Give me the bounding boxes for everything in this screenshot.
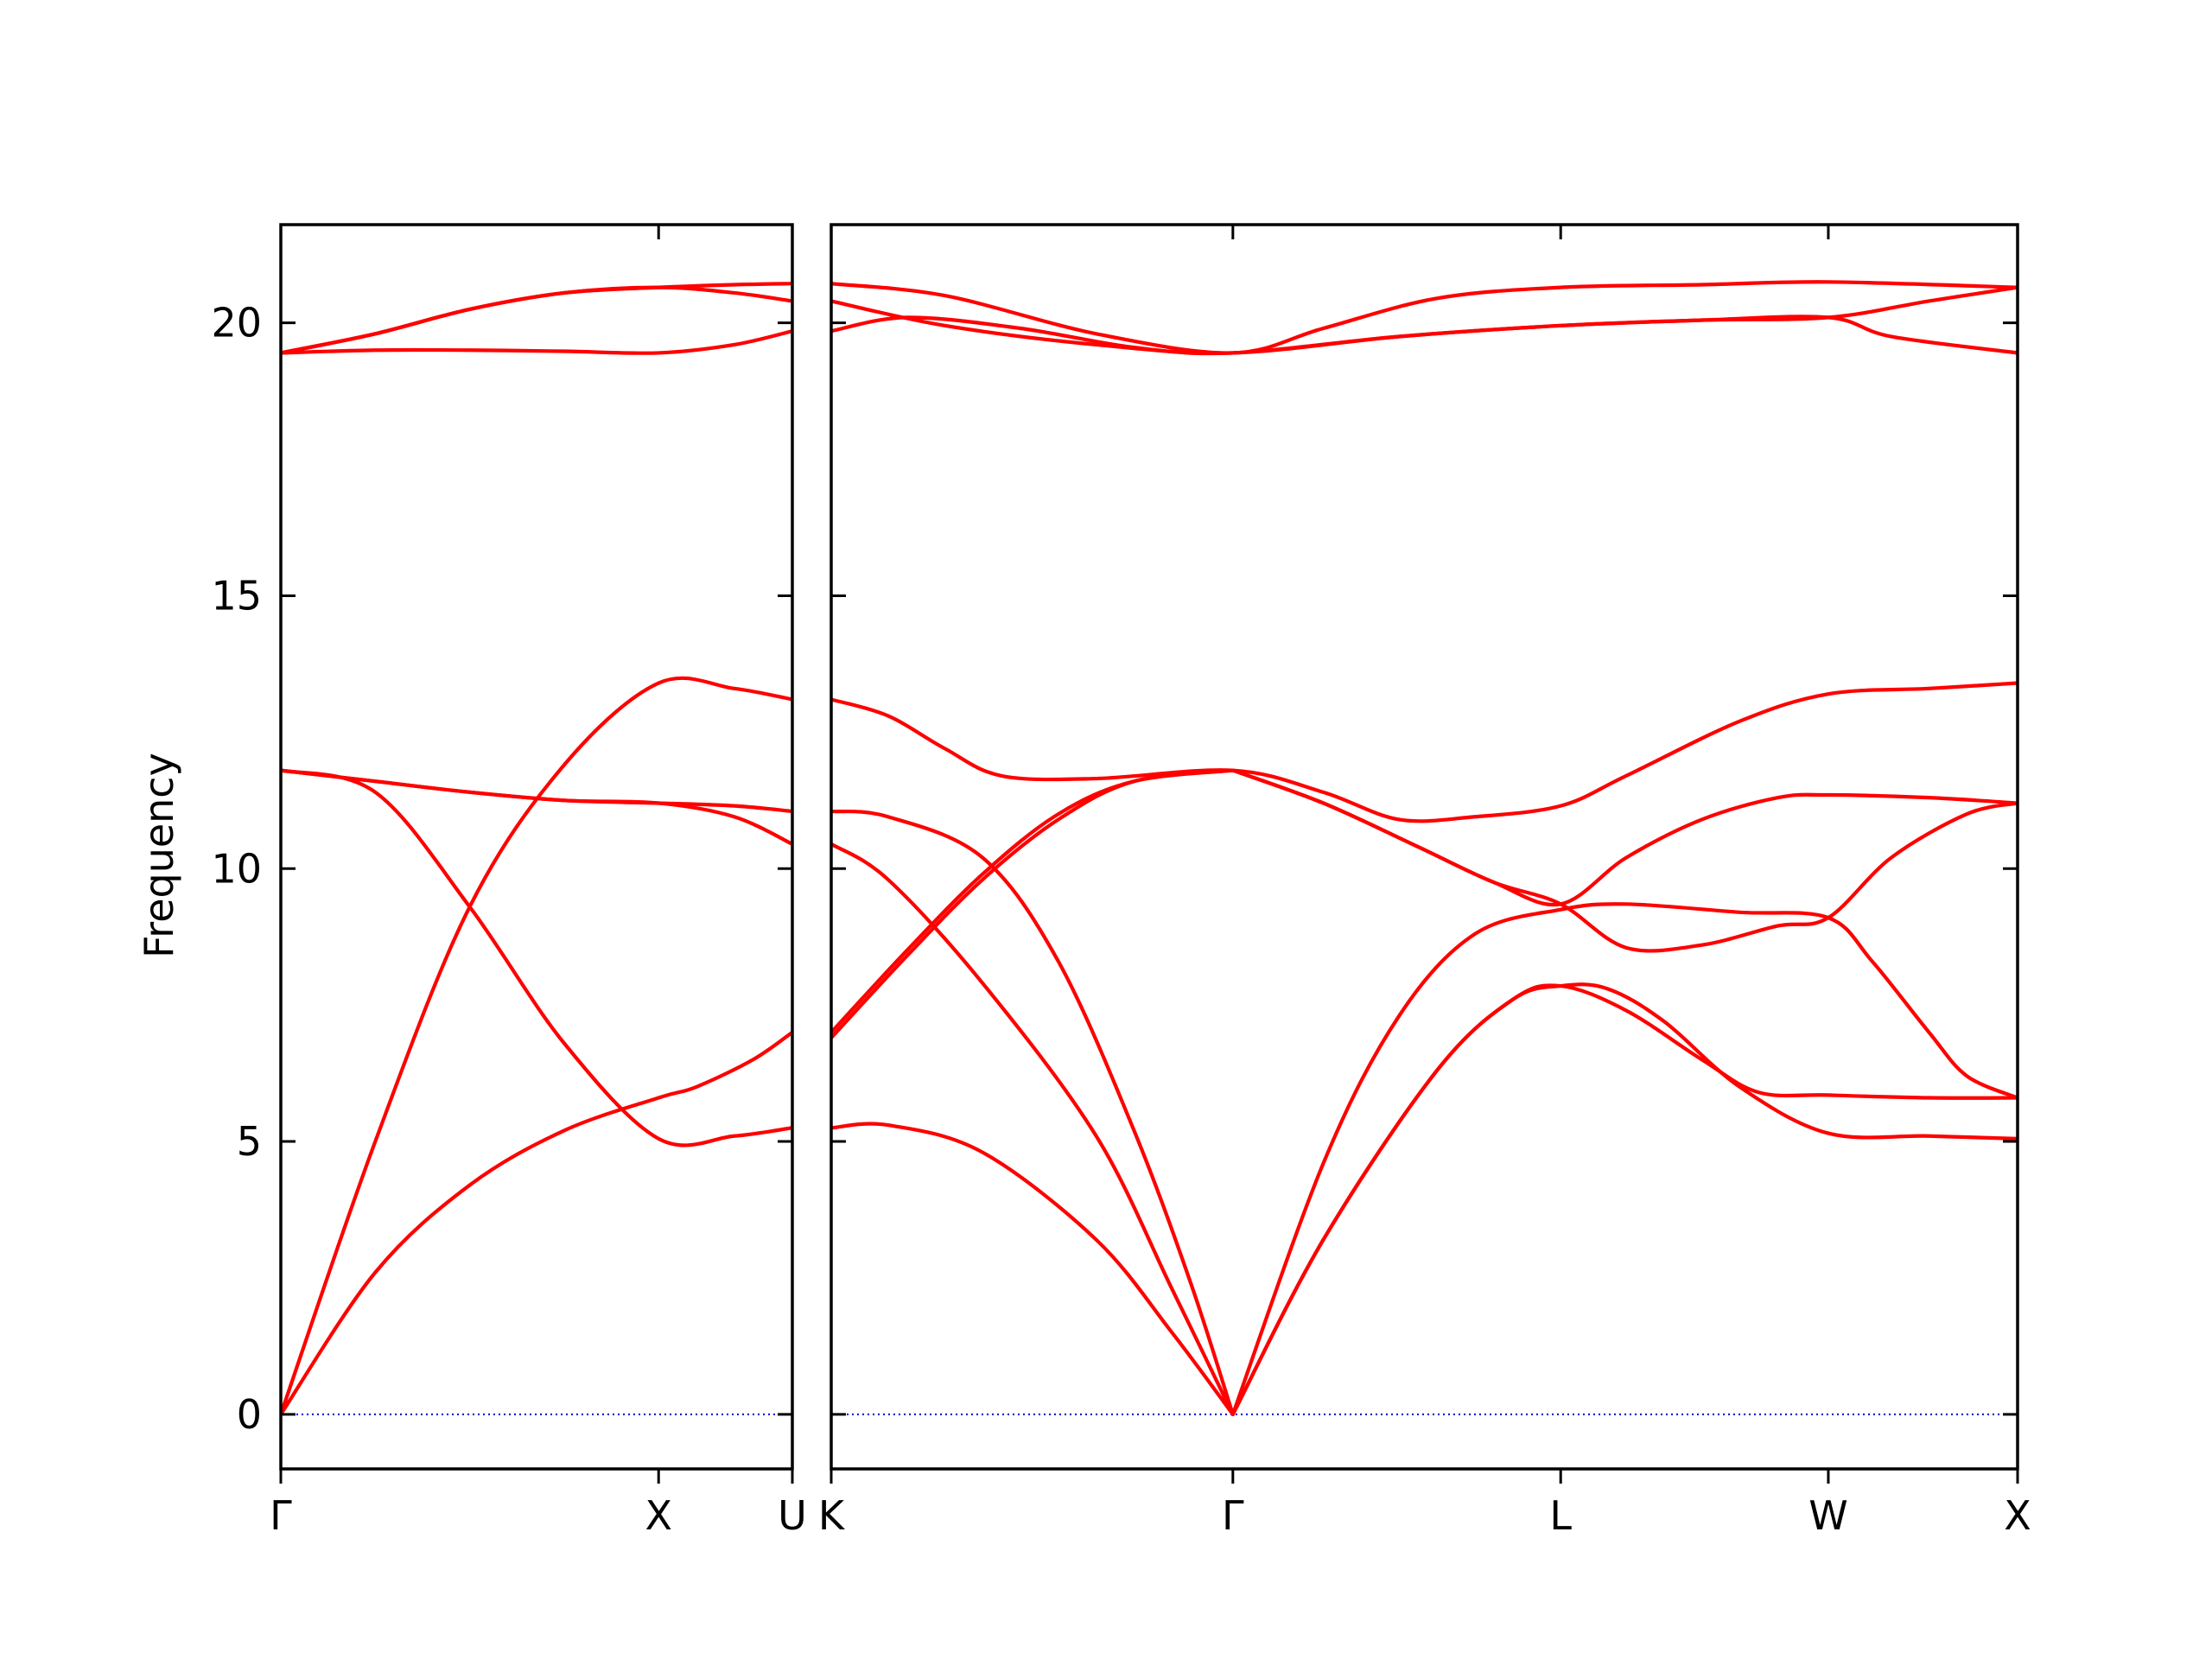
band-line-14	[1230, 768, 2018, 907]
band-line-1	[831, 1122, 1235, 1416]
band-line-6	[831, 681, 2018, 823]
band-line-2	[831, 842, 1235, 1416]
band-line-2	[281, 676, 792, 1416]
band-line-6	[281, 329, 792, 355]
x-tick-label-Γ: Γ	[1222, 1492, 1244, 1539]
band-group	[831, 280, 2018, 1416]
y-tick-label: 15	[211, 572, 262, 619]
band-line-3	[831, 809, 1235, 1416]
x-tick-label-X: X	[645, 1492, 672, 1539]
band-line-8	[831, 299, 2018, 355]
x-tick-label-Γ: Γ	[270, 1492, 292, 1539]
panel-1: 0 5 10 15 20 Γ X U	[211, 223, 807, 1539]
band-line-9	[831, 280, 2018, 355]
band-line-8	[281, 282, 792, 355]
band-line-1	[281, 1030, 792, 1416]
band-line-5	[831, 768, 1235, 1034]
band-line-5	[281, 768, 792, 846]
x-tick-label-K: K	[818, 1492, 846, 1539]
y-tick-label: 0	[237, 1391, 262, 1438]
band-line-12	[1230, 982, 2018, 1416]
x-tick-label-U: U	[778, 1492, 807, 1539]
y-tick-label: 20	[211, 300, 262, 346]
y-tick-label: 10	[211, 845, 262, 892]
panels: 0 5 10 15 20 Γ X U K Γ L W X	[211, 223, 2031, 1539]
x-tick-label-X: X	[2004, 1492, 2031, 1539]
x-tick-label-L: L	[1549, 1492, 1572, 1539]
x-tick-label-W: W	[1808, 1492, 1847, 1539]
y-axis-label: Frequency	[136, 753, 182, 958]
y-tick-label: 5	[237, 1118, 262, 1165]
panel-frame	[830, 223, 2019, 1471]
band-line-3	[281, 768, 792, 1147]
band-group	[281, 282, 792, 1416]
panel-frame	[279, 223, 794, 1471]
band-line-10	[1230, 902, 2018, 1416]
